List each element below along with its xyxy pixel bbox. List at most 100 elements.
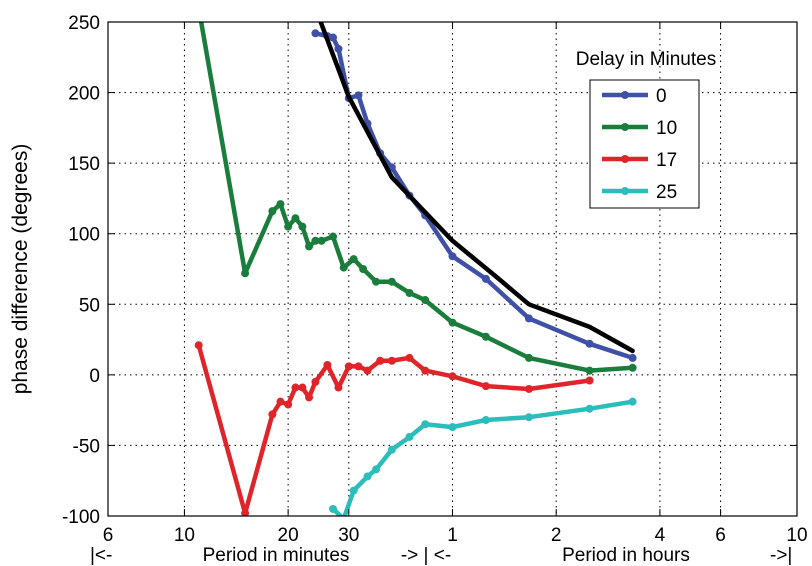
data-point-0 xyxy=(585,339,594,348)
x-axis-group-labels: |<- Period in minutes -> | <- Period in hou… xyxy=(90,545,792,566)
data-point-10 xyxy=(284,222,293,231)
data-point-0 xyxy=(334,44,343,53)
x-tick-label: 2 xyxy=(551,525,562,546)
data-point-25 xyxy=(448,423,457,432)
data-point-10 xyxy=(339,263,348,272)
data-point-25 xyxy=(349,486,358,495)
data-point-17 xyxy=(524,384,533,393)
data-point-0 xyxy=(448,252,457,261)
series-line-17 xyxy=(196,342,592,516)
data-point-0 xyxy=(329,33,338,42)
data-point-10 xyxy=(359,265,368,273)
data-point-17 xyxy=(298,383,307,392)
data-point-0 xyxy=(481,274,490,283)
legend-label-10: 10 xyxy=(656,118,677,139)
x-group-label: ->| xyxy=(770,545,792,566)
data-point-25 xyxy=(421,420,430,429)
x-tick-label: 10 xyxy=(786,525,807,546)
legend-label-25: 25 xyxy=(656,182,677,203)
data-point-10 xyxy=(276,200,285,209)
data-point-10 xyxy=(387,277,396,286)
series-line-0 xyxy=(313,31,635,361)
legend-marker-25 xyxy=(621,187,629,195)
x-tick-label: 10 xyxy=(174,525,195,546)
legend-box xyxy=(589,79,700,209)
data-point-17 xyxy=(241,509,250,516)
data-point-25 xyxy=(524,413,533,422)
legend-marker-17 xyxy=(621,155,629,163)
data-point-10 xyxy=(317,236,326,245)
x-tick-label: 30 xyxy=(338,525,359,546)
legend-items: 0 10 17 25 xyxy=(602,86,677,203)
data-point-17 xyxy=(268,410,277,419)
x-group-label: -> | <- xyxy=(401,545,451,566)
data-point-10 xyxy=(195,4,203,12)
data-point-17 xyxy=(334,383,343,392)
data-point-25 xyxy=(329,504,338,513)
data-point-10 xyxy=(628,363,637,372)
y-tick-label: 50 xyxy=(79,295,100,316)
data-point-17 xyxy=(291,383,300,392)
data-point-10 xyxy=(298,222,307,231)
data-point-10 xyxy=(349,255,358,264)
legend-label-0: 0 xyxy=(656,86,667,107)
x-tick-label: 20 xyxy=(278,525,299,546)
y-tick-label: 100 xyxy=(68,225,100,246)
data-point-25 xyxy=(405,432,414,441)
y-axis-label: phase difference (degrees) xyxy=(9,144,32,395)
legend-title: Delay in Minutes xyxy=(576,49,716,70)
y-tick-label: -100 xyxy=(62,507,100,528)
y-tick-label: 250 xyxy=(68,13,100,34)
data-point-17 xyxy=(305,393,314,402)
y-tick-label: -50 xyxy=(73,436,100,457)
data-point-17 xyxy=(387,356,396,365)
data-point-10 xyxy=(311,236,320,245)
data-point-17 xyxy=(323,360,332,369)
data-point-10 xyxy=(241,269,250,278)
data-point-17 xyxy=(376,356,385,365)
data-point-10 xyxy=(585,366,594,375)
data-point-10 xyxy=(372,277,381,286)
data-point-25 xyxy=(372,465,381,474)
x-tick-label: 6 xyxy=(103,525,114,546)
data-point-17 xyxy=(448,372,457,381)
y-tick-label: 200 xyxy=(68,84,100,105)
data-point-25 xyxy=(387,445,396,454)
data-point-0 xyxy=(524,314,533,323)
data-point-10 xyxy=(405,288,414,297)
x-tick-label: 6 xyxy=(715,525,726,546)
data-point-25 xyxy=(363,472,372,481)
legend-marker-10 xyxy=(621,123,629,131)
legend-label-17: 17 xyxy=(656,150,677,171)
data-point-17 xyxy=(354,362,363,371)
data-point-17 xyxy=(194,341,203,350)
data-point-10 xyxy=(448,318,457,327)
reference-curve xyxy=(318,22,635,354)
legend: Delay in Minutes 0 10 17 25 xyxy=(576,49,716,209)
data-point-10 xyxy=(291,214,300,223)
data-point-17 xyxy=(363,366,372,375)
x-tick-label: 1 xyxy=(447,525,458,546)
data-point-10 xyxy=(268,207,277,216)
data-point-17 xyxy=(421,366,430,375)
data-point-17 xyxy=(585,376,594,385)
data-point-10 xyxy=(421,296,430,305)
legend-marker-0 xyxy=(621,91,629,99)
data-point-10 xyxy=(481,332,490,341)
data-point-17 xyxy=(311,377,320,386)
data-point-17 xyxy=(284,400,293,409)
data-point-25 xyxy=(628,397,637,406)
data-point-10 xyxy=(524,353,533,362)
x-group-label: Period in hours xyxy=(562,545,690,566)
data-point-10 xyxy=(329,232,338,241)
x-tick-label: 4 xyxy=(655,525,666,546)
data-point-17 xyxy=(276,397,285,406)
data-point-10 xyxy=(305,242,314,251)
data-point-0 xyxy=(628,353,637,362)
data-point-25 xyxy=(481,416,490,425)
y-tick-label: 0 xyxy=(89,366,100,387)
data-point-25 xyxy=(585,404,594,413)
data-point-17 xyxy=(405,353,414,362)
y-tick-label: 150 xyxy=(68,154,100,175)
